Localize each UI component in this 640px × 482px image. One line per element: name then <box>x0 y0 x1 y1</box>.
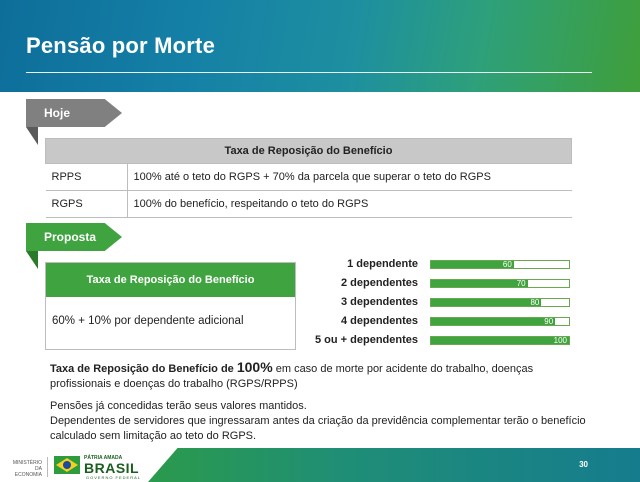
bar-fill: 70 <box>431 279 528 288</box>
bar-value-label: 60 <box>502 260 512 269</box>
bar-value-label: 90 <box>544 317 554 326</box>
bar-track: 90 <box>430 317 570 326</box>
table-cell-key: RPPS <box>45 163 128 191</box>
bar-fill: 90 <box>431 317 556 326</box>
bar-label: 4 dependentes <box>340 315 418 327</box>
ministry-divider <box>47 457 48 477</box>
governo-federal-text: GOVERNO FEDERAL <box>86 475 142 480</box>
footer-band: 30 <box>148 448 640 482</box>
bar-row: 5 ou + dependentes 100 <box>300 332 572 349</box>
footer: MINISTÉRIO DA ECONOMIA PÁTRIA AMADA BRAS… <box>0 448 640 482</box>
proposta-tag-fold <box>26 251 38 269</box>
footer-logo-area: MINISTÉRIO DA ECONOMIA PÁTRIA AMADA BRAS… <box>0 448 150 482</box>
table-cell-value: 100% do benefício, respeitando o teto do… <box>127 190 572 218</box>
bar-track: 60 <box>430 260 570 269</box>
table-row: RGPS 100% do benefício, respeitando o te… <box>45 190 572 218</box>
proposta-box-header: Taxa de Reposição do Benefício <box>46 263 295 297</box>
bar-row: 2 dependentes 70 <box>300 275 572 292</box>
bar-label: 1 dependente <box>347 258 418 270</box>
proposta-tag: Proposta <box>26 223 122 251</box>
bar-label: 5 ou + dependentes <box>315 334 418 346</box>
header-divider <box>26 72 592 73</box>
bar-fill: 100 <box>431 336 569 345</box>
bar-value-label: 70 <box>516 279 526 288</box>
note-servers: Dependentes de servidores que ingressara… <box>50 415 586 442</box>
bar-value-label: 80 <box>530 298 540 307</box>
proposta-box-text: 60% + 10% por dependente adicional <box>52 315 244 327</box>
brasil-text: BRASIL <box>84 460 140 476</box>
notes-text: Taxa de Reposição do Benefício de 100% e… <box>50 360 590 444</box>
ministry-label: MINISTÉRIO DA ECONOMIA <box>12 460 42 478</box>
bar-track: 70 <box>430 279 570 288</box>
table-cell-value: 100% até o teto do RGPS + 70% da parcela… <box>127 163 572 191</box>
table-row: RPPS 100% até o teto do RGPS + 70% da pa… <box>45 163 572 191</box>
bar-row: 4 dependentes 90 <box>300 313 572 330</box>
table-cell-key: RGPS <box>45 190 128 218</box>
bar-value-label: 100 <box>553 336 567 345</box>
brazil-flag-icon <box>54 456 80 474</box>
bar-row: 3 dependentes 80 <box>300 294 572 311</box>
hoje-tag-fold <box>26 127 38 145</box>
note-accident-rest: em caso de morte por acidente do trabalh… <box>50 363 534 390</box>
bar-label: 2 dependentes <box>340 277 418 289</box>
bar-track: 80 <box>430 298 570 307</box>
hoje-table: Taxa de Reposição do Benefício RPPS 100%… <box>45 138 572 218</box>
proposta-box: Taxa de Reposição do Benefício 60% + 10%… <box>45 262 296 350</box>
note-granted: Pensões já concedidas terão seus valores… <box>50 400 307 412</box>
header-banner: Pensão por Morte <box>0 0 640 92</box>
note-accident-percent: 100% <box>236 359 273 375</box>
note-accident-bold: Taxa de Reposição do Benefício de <box>50 363 237 375</box>
patria-amada-text: PÁTRIA AMADA <box>84 455 123 461</box>
bar-fill: 80 <box>431 298 542 307</box>
note-accident: Taxa de Reposição do Benefício de 100% e… <box>50 360 590 392</box>
page-number: 30 <box>579 460 588 469</box>
bar-track: 100 <box>430 336 570 345</box>
hoje-tag: Hoje <box>26 99 122 127</box>
hoje-table-header: Taxa de Reposição do Benefício <box>45 138 572 164</box>
bar-fill: 60 <box>431 260 514 269</box>
page-title: Pensão por Morte <box>26 33 216 58</box>
bar-label: 3 dependentes <box>340 296 418 308</box>
bar-row: 1 dependente 60 <box>300 256 572 273</box>
